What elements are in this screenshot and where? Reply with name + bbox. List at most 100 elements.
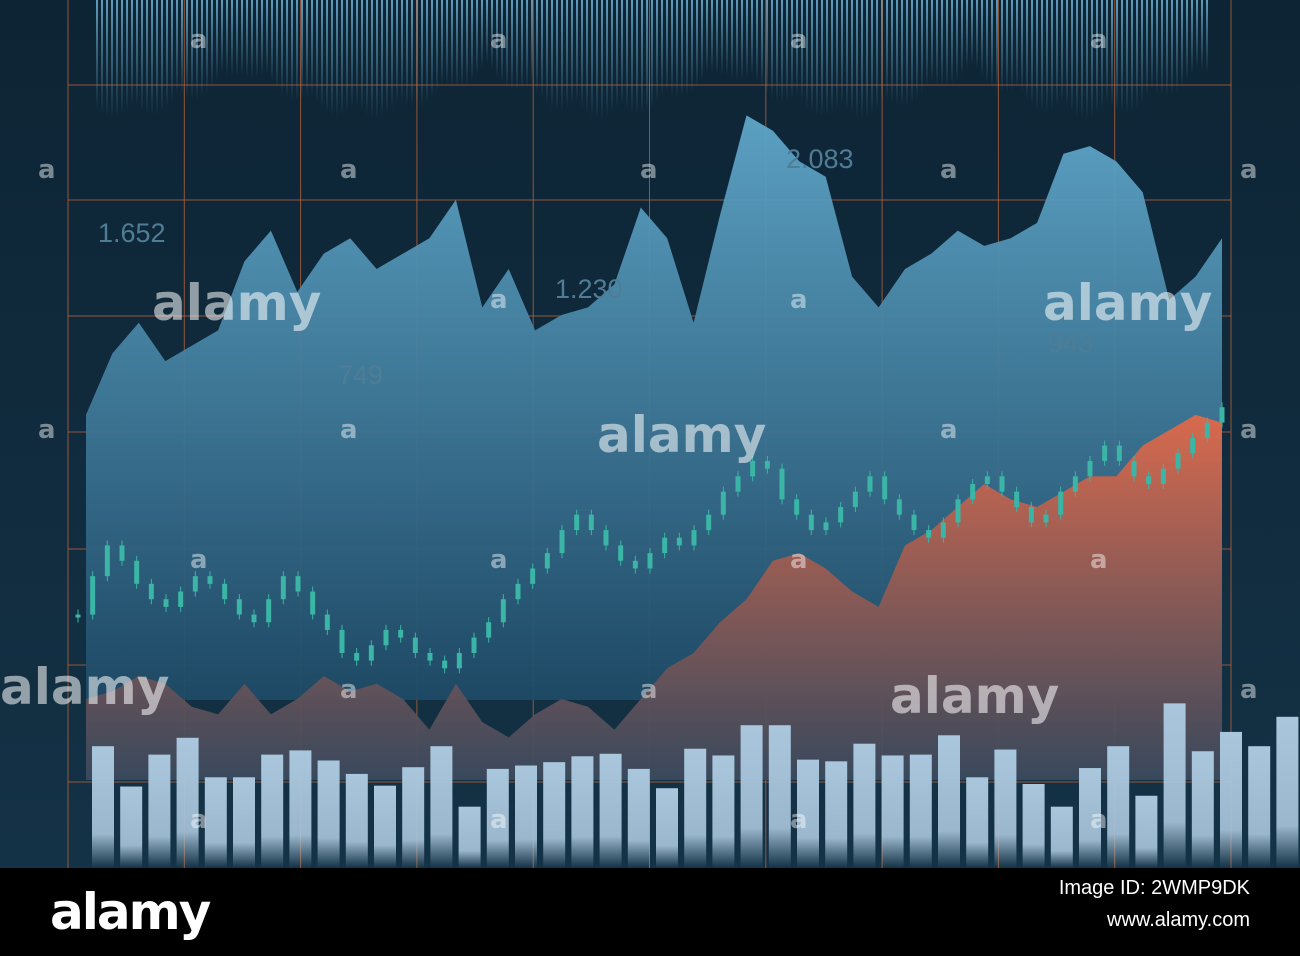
top-stripe: [436, 0, 438, 93]
bar: [740, 725, 763, 868]
top-stripe: [1106, 0, 1108, 104]
watermark-mark: a: [940, 155, 958, 185]
candle-body: [1175, 453, 1181, 469]
candle-body: [618, 545, 624, 561]
top-stripe: [441, 0, 443, 86]
top-stripe: [136, 0, 138, 108]
top-stripe: [796, 0, 798, 97]
candlestick-series: [75, 402, 1225, 674]
top-stripe: [771, 0, 773, 100]
top-stripe: [496, 0, 498, 77]
candle-body: [750, 460, 756, 477]
image-id-label: Image ID: 2WMP9DK: [1058, 877, 1250, 899]
top-stripe: [691, 0, 693, 94]
top-stripe: [231, 0, 233, 76]
top-stripe: [656, 0, 658, 103]
bar: [486, 768, 509, 868]
candle-body: [838, 507, 844, 523]
top-stripe: [896, 0, 898, 107]
top-stripe: [241, 0, 243, 76]
watermark-logo: alamy: [597, 406, 766, 464]
top-stripe: [921, 0, 923, 94]
top-stripe: [181, 0, 183, 97]
top-stripe: [1031, 0, 1033, 106]
top-stripe: [936, 0, 938, 85]
watermark-logo: alamy: [0, 658, 169, 716]
candle-body: [1131, 460, 1137, 477]
top-stripe: [751, 0, 753, 77]
top-stripe: [271, 0, 273, 83]
candle-body: [691, 530, 697, 546]
watermark-mark: a: [38, 415, 56, 445]
top-stripe: [471, 0, 473, 81]
candle-body: [984, 476, 990, 484]
top-stripe: [326, 0, 328, 114]
top-stripe: [191, 0, 193, 101]
top-stripe: [766, 0, 768, 96]
top-stripe: [1151, 0, 1153, 92]
candle-body: [544, 553, 550, 569]
candle-body: [471, 637, 477, 653]
top-stripe: [296, 0, 298, 102]
candle-body: [251, 614, 257, 623]
bar: [543, 762, 566, 868]
candle-body: [1043, 514, 1049, 523]
top-stripe: [301, 0, 303, 101]
top-stripe: [521, 0, 523, 91]
top-stripe: [931, 0, 933, 83]
top-stripe: [1036, 0, 1038, 110]
top-stripe: [1186, 0, 1188, 82]
top-stripe: [861, 0, 863, 119]
top-stripe: [536, 0, 538, 94]
top-stripe: [891, 0, 893, 104]
top-stripe: [621, 0, 623, 106]
top-stripe: [1116, 0, 1118, 112]
top-stripe: [106, 0, 108, 119]
top-stripe: [451, 0, 453, 87]
candle-body: [222, 583, 228, 600]
top-stripe: [1041, 0, 1043, 112]
top-stripe: [1141, 0, 1143, 104]
top-stripe: [321, 0, 323, 110]
top-stripe: [381, 0, 383, 118]
top-stripe: [761, 0, 763, 90]
top-stripe: [986, 0, 988, 83]
candle-body: [1204, 422, 1210, 438]
bar: [92, 746, 114, 868]
candle-body: [808, 514, 814, 531]
top-stripe: [851, 0, 853, 115]
candle-body: [163, 599, 169, 607]
top-stripe: [856, 0, 858, 118]
top-stripe: [746, 0, 748, 79]
candle-body: [236, 599, 242, 615]
bar: [1079, 768, 1101, 868]
bar: [317, 760, 340, 868]
bar: [233, 777, 255, 868]
candle-body: [1190, 437, 1196, 454]
watermark-mark: a: [790, 285, 808, 315]
top-stripe: [1021, 0, 1023, 93]
top-stripe: [686, 0, 688, 97]
value-label-1652: 1.652: [98, 218, 166, 248]
top-stripe: [941, 0, 943, 86]
top-stripe: [971, 0, 973, 66]
candle-body: [720, 491, 726, 515]
watermark-logo: alamy: [152, 274, 321, 332]
top-stripe: [391, 0, 393, 110]
candle-body: [940, 522, 946, 538]
watermark-mark: a: [190, 545, 208, 575]
top-stripe: [626, 0, 628, 110]
bar: [1107, 746, 1130, 868]
watermark-mark: a: [640, 675, 658, 705]
top-stripe: [1166, 0, 1168, 97]
candle-body: [779, 468, 785, 500]
candle-body: [119, 545, 125, 561]
top-stripe: [1061, 0, 1063, 104]
top-stripe: [221, 0, 223, 73]
candle-body: [603, 530, 609, 546]
top-stripe: [261, 0, 263, 76]
top-stripe: [556, 0, 558, 112]
top-stripe: [956, 0, 958, 81]
top-stripe: [406, 0, 408, 106]
top-stripe: [901, 0, 903, 108]
